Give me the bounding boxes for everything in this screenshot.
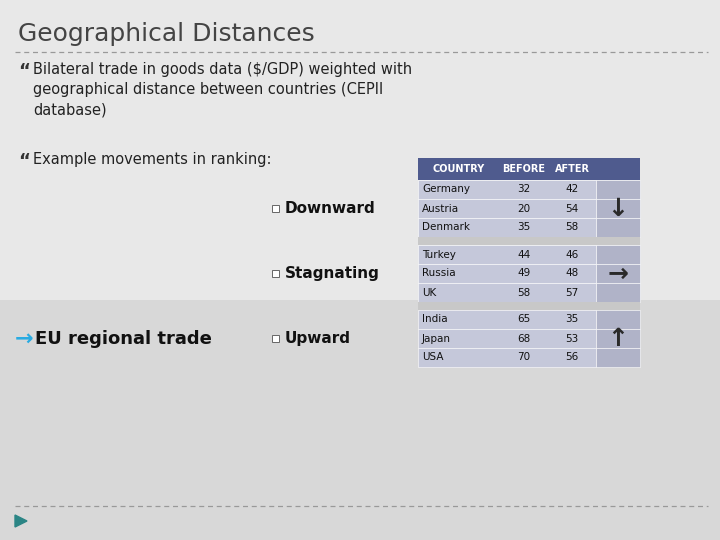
Bar	[596, 348, 640, 367]
Text: BEFORE: BEFORE	[503, 164, 546, 174]
Text: 20: 20	[518, 204, 531, 213]
Text: “: “	[18, 152, 30, 170]
Text: “: “	[18, 62, 30, 80]
Text: USA: USA	[422, 353, 444, 362]
Text: Germany: Germany	[422, 185, 470, 194]
Bar	[596, 245, 640, 264]
Bar	[418, 180, 596, 199]
Text: Austria: Austria	[422, 204, 459, 213]
Text: Russia: Russia	[422, 268, 456, 279]
Text: 35: 35	[518, 222, 531, 233]
Text: Example movements in ranking:: Example movements in ranking:	[33, 152, 271, 167]
Text: 35: 35	[565, 314, 579, 325]
Bar	[418, 158, 640, 180]
Bar	[596, 283, 640, 302]
Text: 49: 49	[518, 268, 531, 279]
Bar	[0, 300, 720, 540]
Text: 68: 68	[518, 334, 531, 343]
Bar	[418, 237, 640, 245]
Bar	[596, 180, 640, 199]
Text: India: India	[422, 314, 448, 325]
Text: 58: 58	[518, 287, 531, 298]
Bar	[418, 218, 596, 237]
Bar	[418, 199, 596, 218]
Text: 58: 58	[565, 222, 579, 233]
Text: EU regional trade: EU regional trade	[35, 329, 212, 348]
Text: 53: 53	[565, 334, 579, 343]
Text: Stagnating: Stagnating	[285, 266, 380, 281]
Text: 54: 54	[565, 204, 579, 213]
Text: ↑: ↑	[608, 327, 629, 350]
Text: 70: 70	[518, 353, 531, 362]
Bar	[596, 218, 640, 237]
Bar	[271, 335, 279, 342]
Bar	[596, 310, 640, 329]
Bar	[418, 329, 596, 348]
Text: ↓: ↓	[608, 197, 629, 220]
Text: 56: 56	[565, 353, 579, 362]
Bar	[596, 329, 640, 348]
Text: 42: 42	[565, 185, 579, 194]
Text: →: →	[608, 261, 629, 286]
Text: 44: 44	[518, 249, 531, 260]
Text: COUNTRY: COUNTRY	[433, 164, 485, 174]
Bar	[418, 283, 596, 302]
Polygon shape	[15, 515, 27, 527]
Text: Geographical Distances: Geographical Distances	[18, 22, 315, 46]
Bar	[0, 0, 720, 300]
Text: AFTER: AFTER	[554, 164, 590, 174]
Text: 48: 48	[565, 268, 579, 279]
Text: →: →	[15, 328, 34, 348]
Bar	[596, 264, 640, 283]
Bar	[596, 199, 640, 218]
Text: Upward: Upward	[285, 331, 351, 346]
Text: Bilateral trade in goods data ($/GDP) weighted with
geographical distance betwee: Bilateral trade in goods data ($/GDP) we…	[33, 62, 412, 118]
Bar	[271, 205, 279, 212]
Text: 57: 57	[565, 287, 579, 298]
Bar	[418, 264, 596, 283]
Bar	[418, 245, 596, 264]
Text: Turkey: Turkey	[422, 249, 456, 260]
Bar	[418, 302, 640, 310]
Text: Downward: Downward	[285, 201, 376, 216]
Bar	[418, 310, 596, 329]
Text: Japan: Japan	[422, 334, 451, 343]
Text: 32: 32	[518, 185, 531, 194]
Text: Denmark: Denmark	[422, 222, 470, 233]
Bar	[418, 348, 596, 367]
Text: 65: 65	[518, 314, 531, 325]
Bar	[271, 270, 279, 277]
Text: 46: 46	[565, 249, 579, 260]
Text: UK: UK	[422, 287, 436, 298]
